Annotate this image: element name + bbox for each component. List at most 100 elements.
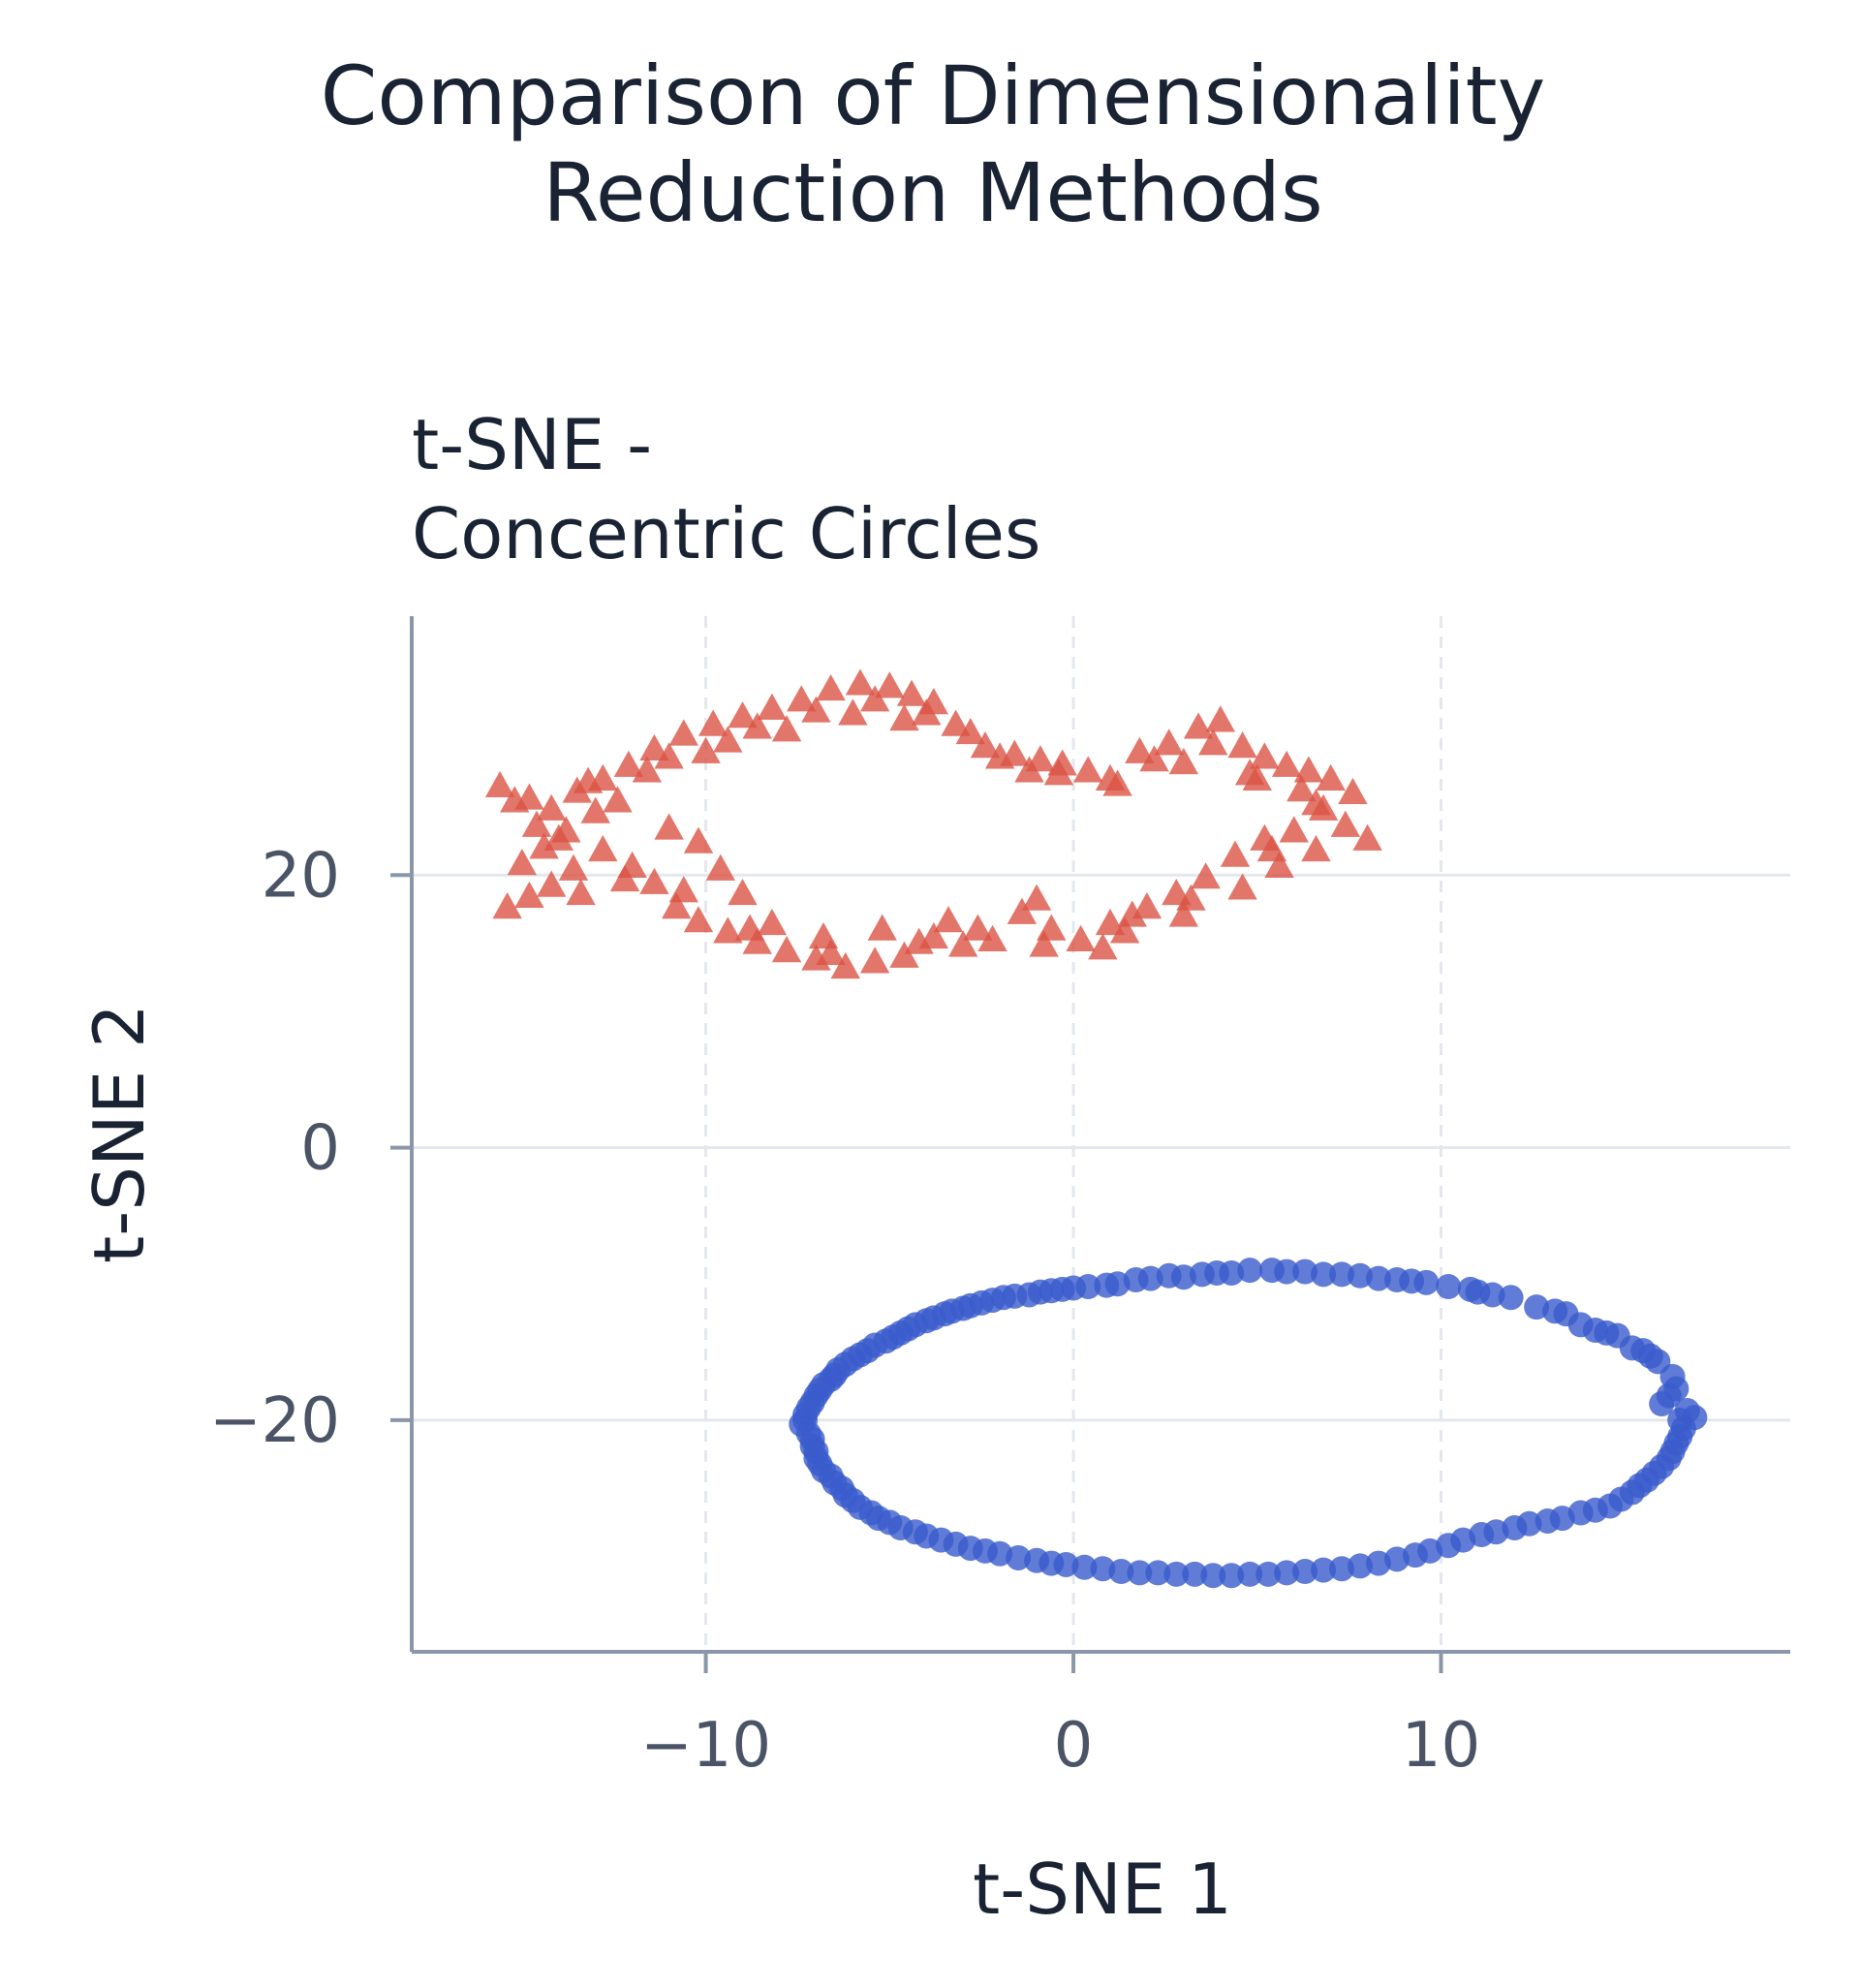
circle-point bbox=[1053, 1551, 1079, 1577]
triangle-point bbox=[713, 726, 743, 753]
triangle-point bbox=[948, 930, 978, 957]
circle-point bbox=[1641, 1460, 1667, 1486]
circle-point bbox=[987, 1540, 1013, 1567]
circle-point bbox=[1542, 1298, 1568, 1324]
circle-point bbox=[799, 1389, 825, 1415]
triangle-point bbox=[801, 696, 831, 723]
triangle-point bbox=[1264, 851, 1294, 879]
circle-point bbox=[1348, 1262, 1374, 1289]
circle-point bbox=[1348, 1553, 1374, 1579]
triangle-point bbox=[698, 709, 728, 736]
triangle-point bbox=[507, 848, 538, 876]
y-tick-label: 0 bbox=[300, 1113, 340, 1185]
circle-point bbox=[1637, 1343, 1663, 1369]
circle-point bbox=[1663, 1430, 1690, 1456]
triangle-point bbox=[1286, 775, 1317, 802]
circle-point bbox=[957, 1536, 983, 1562]
circle-point bbox=[902, 1519, 928, 1545]
triangle-point bbox=[1043, 759, 1074, 786]
triangle-point bbox=[1301, 834, 1331, 862]
triangle-point bbox=[1073, 756, 1103, 783]
triangle-point bbox=[484, 770, 515, 798]
triangle-point bbox=[838, 699, 868, 726]
triangle-point bbox=[1125, 736, 1155, 763]
triangle-point bbox=[1301, 789, 1331, 816]
triangle-point bbox=[683, 906, 714, 933]
circle-point bbox=[939, 1298, 965, 1324]
circle-point bbox=[1127, 1560, 1153, 1586]
circle-point bbox=[1329, 1556, 1355, 1582]
triangle-point bbox=[1168, 900, 1199, 927]
triangle-point bbox=[543, 823, 574, 851]
circle-point bbox=[1137, 1265, 1163, 1291]
circle-point bbox=[1075, 1274, 1101, 1300]
triangle-point bbox=[771, 936, 802, 963]
circle-point bbox=[1656, 1382, 1682, 1409]
triangle-point bbox=[977, 924, 1008, 951]
circle-point bbox=[789, 1412, 815, 1438]
triangle-point bbox=[536, 793, 567, 821]
triangle-point bbox=[1007, 897, 1038, 924]
y-tick-label: 20 bbox=[262, 840, 340, 912]
circle-point bbox=[1182, 1561, 1208, 1587]
triangle-point bbox=[1132, 892, 1162, 919]
circle-point bbox=[1237, 1561, 1263, 1587]
triangle-point bbox=[691, 736, 721, 763]
triangle-point bbox=[742, 927, 772, 954]
circle-point bbox=[1204, 1259, 1230, 1286]
circle-point bbox=[1237, 1258, 1263, 1284]
triangle-point bbox=[912, 699, 942, 726]
circle-point bbox=[877, 1509, 903, 1536]
series-1 bbox=[484, 668, 1382, 979]
circle-point bbox=[1219, 1563, 1245, 1589]
triangle-point bbox=[955, 717, 985, 745]
triangle-point bbox=[1330, 810, 1361, 837]
triangle-point bbox=[521, 810, 552, 837]
triangle-point bbox=[771, 715, 802, 742]
x-tick-label: 0 bbox=[1054, 1710, 1094, 1782]
circle-point bbox=[1417, 1538, 1443, 1564]
circle-point bbox=[1311, 1261, 1337, 1288]
circle-point bbox=[1413, 1269, 1440, 1295]
triangle-point bbox=[500, 786, 530, 813]
circle-point bbox=[1483, 1519, 1509, 1545]
circle-point bbox=[873, 1328, 899, 1354]
triangle-point bbox=[1066, 924, 1096, 951]
triangle-point bbox=[713, 916, 743, 944]
circle-point bbox=[1274, 1258, 1300, 1285]
triangle-point bbox=[728, 701, 758, 729]
triangle-point bbox=[742, 712, 772, 739]
triangle-point bbox=[1205, 705, 1236, 732]
circle-point bbox=[1108, 1559, 1134, 1585]
circle-point bbox=[840, 1346, 866, 1372]
triangle-point bbox=[889, 703, 919, 731]
circle-point bbox=[1329, 1261, 1355, 1288]
triangle-point bbox=[963, 914, 993, 941]
circle-point bbox=[1383, 1546, 1410, 1572]
circle-point bbox=[1498, 1285, 1524, 1311]
triangle-point bbox=[984, 742, 1015, 769]
circle-point bbox=[803, 1439, 829, 1465]
circle-point bbox=[818, 1463, 844, 1489]
triangle-point bbox=[683, 826, 714, 854]
triangle-point bbox=[529, 832, 559, 859]
triangle-point bbox=[603, 786, 633, 813]
triangle-point bbox=[1242, 763, 1272, 791]
circle-point bbox=[1436, 1274, 1462, 1300]
circle-point bbox=[1659, 1363, 1686, 1389]
triangle-point bbox=[1220, 840, 1251, 867]
triangle-point bbox=[867, 914, 897, 941]
triangle-point bbox=[1227, 873, 1257, 900]
circle-point bbox=[818, 1366, 844, 1392]
triangle-point bbox=[1176, 884, 1206, 911]
triangle-point bbox=[859, 947, 890, 974]
triangle-point bbox=[1250, 742, 1280, 769]
triangle-point bbox=[889, 941, 919, 968]
triangle-point bbox=[896, 679, 927, 706]
circle-point bbox=[928, 1527, 954, 1553]
circle-point bbox=[1292, 1258, 1318, 1285]
triangle-point bbox=[933, 906, 964, 933]
circle-point bbox=[1104, 1271, 1131, 1297]
triangle-point bbox=[668, 876, 699, 903]
